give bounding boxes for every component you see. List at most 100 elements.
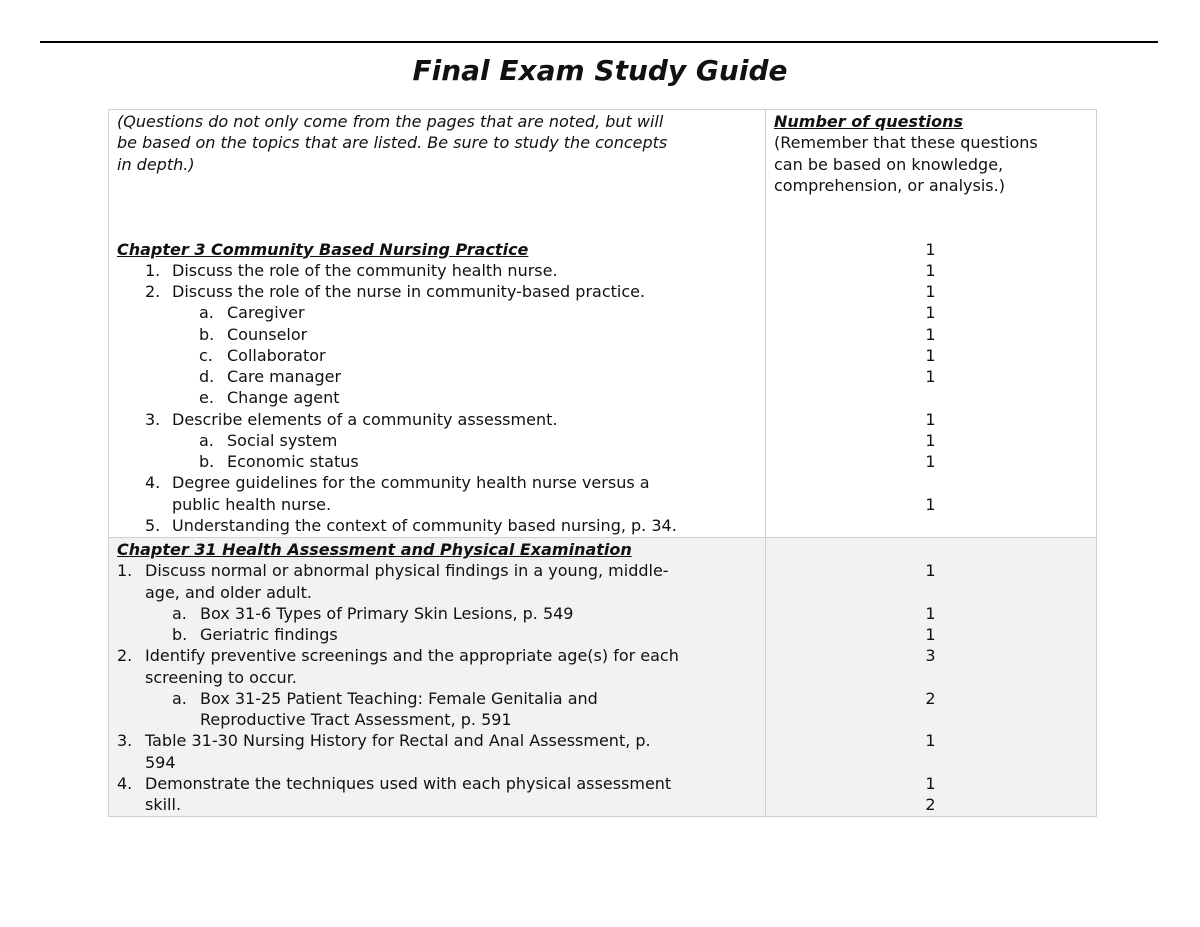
- question-count: 1: [925, 239, 936, 259]
- topic-text: Table 31-30 Nursing History for Rectal a…: [145, 731, 651, 751]
- chapter-heading: Chapter 31 Health Assessment and Physica…: [117, 540, 632, 559]
- topic-text: Discuss normal or abnormal physical find…: [145, 561, 669, 581]
- question-count: 1: [925, 303, 936, 323]
- list-marker: 2.: [145, 282, 161, 301]
- topic-text: Care manager: [227, 367, 342, 386]
- list-item: screening to occur.: [109, 667, 1096, 688]
- column-note: (Remember that these questions: [774, 133, 1038, 153]
- topic-text: Collaborator: [227, 345, 326, 365]
- question-count: 1: [925, 494, 936, 514]
- topic-text: Geriatric findings: [200, 625, 338, 644]
- topic-text: Box 31-25 Patient Teaching: Female Genit…: [200, 688, 598, 708]
- list-marker: 2.: [117, 646, 133, 666]
- topic-text: be based on the topics that are listed. …: [117, 133, 668, 153]
- topic-text: Box 31-6 Types of Primary Skin Lesions, …: [200, 603, 574, 623]
- list-item: [109, 217, 1096, 238]
- list-item: b. Economic status 1: [109, 451, 1096, 472]
- list-marker: 3.: [145, 409, 161, 429]
- list-item: (Questions do not only come from the pag…: [109, 111, 1096, 132]
- list-item: a. Box 31-25 Patient Teaching: Female Gen…: [109, 688, 1096, 709]
- list-marker: 1.: [117, 561, 133, 581]
- header-rule: [40, 41, 1158, 43]
- column-note: can be based on knowledge,: [774, 154, 1004, 174]
- list-item: 3. Describe elements of a community asses…: [109, 409, 1096, 430]
- table-row: Chapter 31 Health Assessment and Physica…: [109, 538, 1096, 817]
- list-item: 2. Discuss the role of the nurse in commu…: [109, 281, 1096, 302]
- topic-text: Discuss the role of the nurse in communi…: [172, 282, 646, 301]
- list-marker: a.: [172, 603, 187, 623]
- list-item: 594: [109, 752, 1096, 773]
- list-item: Chapter 31 Health Assessment and Physica…: [109, 539, 1096, 560]
- list-marker: 4.: [117, 773, 133, 793]
- topic-text: 594: [145, 752, 176, 772]
- list-item: 4. Degree guidelines for the community he…: [109, 472, 1096, 493]
- list-marker: c.: [199, 345, 213, 365]
- topic-text: Counselor: [227, 324, 308, 344]
- list-item: d. Care manager 1: [109, 366, 1096, 387]
- question-count: 1: [925, 282, 936, 301]
- question-count: 1: [925, 345, 936, 365]
- chapter-heading: Chapter 3 Community Based Nursing Practi…: [117, 239, 529, 259]
- list-marker: 5.: [145, 515, 161, 535]
- question-count: 1: [925, 625, 936, 644]
- question-count: 3: [925, 646, 936, 666]
- list-item: a. Box 31-6 Types of Primary Skin Lesions…: [109, 603, 1096, 624]
- column-note: comprehension, or analysis.): [774, 175, 1005, 195]
- list-item: age, and older adult.: [109, 582, 1096, 603]
- list-item: e. Change agent: [109, 387, 1096, 408]
- question-count: 1: [925, 452, 936, 471]
- list-marker: b.: [199, 452, 215, 471]
- list-item: 1. Discuss normal or abnormal physical fi…: [109, 560, 1096, 581]
- topic-text: age, and older adult.: [145, 582, 312, 602]
- list-item: skill. 2: [109, 794, 1096, 815]
- question-count: 1: [925, 409, 936, 429]
- list-marker: a.: [199, 303, 214, 323]
- list-marker: b.: [172, 625, 188, 644]
- list-marker: e.: [199, 388, 214, 408]
- page-title: Final Exam Study Guide: [412, 54, 788, 87]
- topic-text: Identify preventive screenings and the a…: [145, 646, 679, 666]
- list-item: be based on the topics that are listed. …: [109, 132, 1096, 153]
- list-item: 4. Demonstrate the techniques used with e…: [109, 773, 1096, 794]
- question-count: 1: [925, 561, 936, 581]
- question-count: 1: [925, 731, 936, 751]
- topic-text: in depth.): [117, 154, 195, 174]
- list-item: 3. Table 31-30 Nursing History for Rectal…: [109, 730, 1096, 751]
- list-item: public health nurse. 1: [109, 494, 1096, 515]
- question-count: 1: [925, 773, 936, 793]
- list-marker: d.: [199, 367, 215, 386]
- topic-text: Demonstrate the techniques used with eac…: [145, 773, 672, 793]
- topic-text: public health nurse.: [172, 494, 332, 514]
- list-item: b. Counselor 1: [109, 324, 1096, 345]
- list-item: Reproductive Tract Assessment, p. 591: [109, 709, 1096, 730]
- list-item: Chapter 3 Community Based Nursing Practi…: [109, 239, 1096, 260]
- column-divider: [765, 110, 766, 537]
- list-item: [109, 196, 1096, 217]
- list-item: 2. Identify preventive screenings and the…: [109, 645, 1096, 666]
- list-marker: 4.: [145, 473, 161, 493]
- topic-text: Change agent: [227, 388, 340, 408]
- topic-text: screening to occur.: [145, 667, 297, 687]
- topic-text: skill.: [145, 795, 182, 814]
- column-header: Number of questions: [774, 112, 963, 131]
- topic-text: Reproductive Tract Assessment, p. 591: [200, 710, 512, 729]
- list-item: 5. Understanding the context of community…: [109, 515, 1096, 536]
- list-marker: 3.: [117, 731, 133, 751]
- question-count: 2: [925, 688, 936, 708]
- topic-text: Understanding the context of community b…: [172, 515, 677, 535]
- topic-text: (Questions do not only come from the pag…: [117, 112, 664, 131]
- study-guide-table: (Questions do not only come from the pag…: [108, 109, 1097, 818]
- topic-text: Caregiver: [227, 303, 305, 323]
- question-count: 1: [925, 367, 936, 386]
- table-row: (Questions do not only come from the pag…: [109, 110, 1096, 538]
- list-item: b. Geriatric findings 1: [109, 624, 1096, 645]
- list-item: in depth.) can be based on knowledge,: [109, 154, 1096, 175]
- list-item: a. Caregiver 1: [109, 302, 1096, 323]
- list-item: 1. Discuss the role of the community heal…: [109, 260, 1096, 281]
- question-count: 1: [925, 603, 936, 623]
- topic-text: Social system: [227, 430, 338, 450]
- question-count: 1: [925, 260, 936, 280]
- question-count: 1: [925, 324, 936, 344]
- list-marker: a.: [172, 688, 187, 708]
- list-marker: b.: [199, 324, 215, 344]
